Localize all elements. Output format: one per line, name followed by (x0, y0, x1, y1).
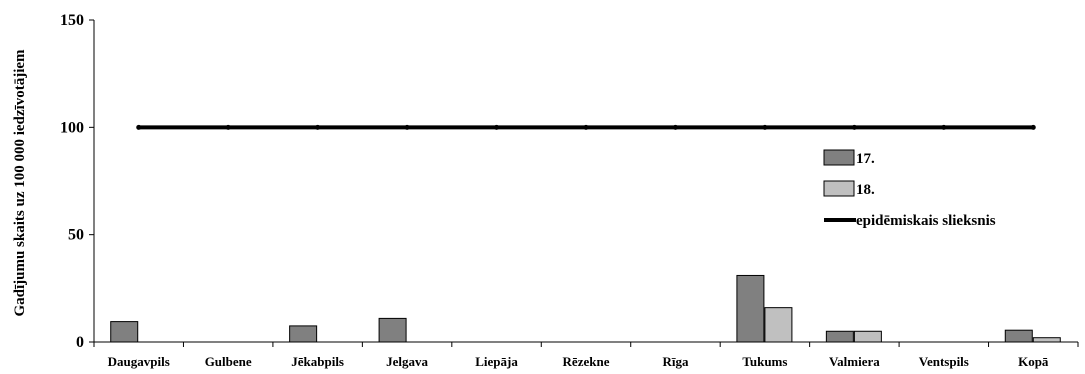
x-tick-label: Rēzekne (563, 354, 610, 369)
bar-17-jelgava (378, 317, 407, 343)
x-tick-label: Jēkabpils (291, 354, 344, 369)
bar-17-kopā (1004, 329, 1033, 343)
legend: 17. 18. epidēmiskais slieksnis (823, 149, 996, 229)
legend-swatch (823, 149, 855, 166)
x-tick-label: Ventspils (919, 354, 969, 369)
x-tick-label: Kopā (1018, 354, 1049, 369)
bar-17-valmiera (825, 330, 854, 343)
threshold-point (1030, 124, 1036, 130)
x-tick-label: Gulbene (205, 354, 252, 369)
y-axis-title: Gadījumu skaits uz 100 000 iedzīvotājiem (12, 49, 28, 317)
bar-17-daugavpils (110, 321, 139, 343)
x-tick-label: Daugavpils (108, 354, 170, 369)
x-tick-label: Rīga (662, 354, 689, 369)
threshold-point (494, 124, 500, 130)
bar-17-jēkabpils (289, 325, 318, 343)
threshold-point (315, 124, 321, 130)
bar-17-tukums (736, 274, 765, 343)
threshold-point (404, 124, 410, 130)
legend-label: epidēmiskais slieksnis (856, 213, 996, 229)
x-tick-label: Valmiera (829, 354, 880, 369)
x-tick-label: Tukums (742, 354, 787, 369)
x-tick-label: Jelgava (386, 354, 428, 369)
y-tick-label: 100 (60, 119, 84, 136)
threshold-point (136, 124, 142, 130)
bar-18-valmiera (853, 330, 882, 343)
y-tick-label: 0 (76, 334, 84, 351)
threshold-point (583, 124, 589, 130)
y-tick-label: 50 (68, 227, 84, 244)
bar-18-tukums (764, 307, 793, 343)
threshold-point (762, 124, 768, 130)
x-tick-label: Liepāja (475, 354, 518, 369)
threshold-point (941, 124, 947, 130)
legend-label: 17. (856, 151, 875, 167)
threshold-point (851, 124, 857, 130)
bar-18-kopā (1032, 337, 1061, 343)
legend-label: 18. (856, 182, 875, 198)
threshold-point (225, 124, 231, 130)
threshold-point (672, 124, 678, 130)
y-tick-label: 150 (60, 12, 84, 29)
legend-swatch (823, 180, 855, 197)
